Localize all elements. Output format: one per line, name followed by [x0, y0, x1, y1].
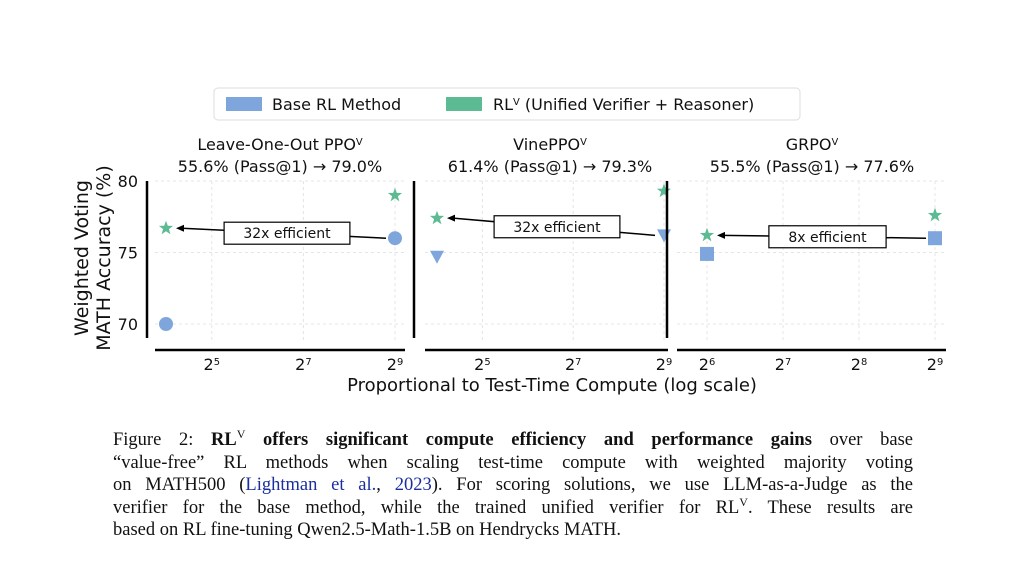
x-tick-label: 27 [295, 355, 312, 374]
y-tick-label: 70 [118, 315, 138, 334]
rlv-point-star [387, 187, 403, 202]
legend-swatch-base [226, 97, 262, 111]
citation-link[interactable]: Lightman et al. [245, 475, 377, 495]
efficiency-arrow-head [717, 231, 725, 239]
x-tick-label: 29 [656, 355, 673, 374]
x-axis-label: Proportional to Test-Time Compute (log s… [347, 375, 757, 396]
caption-text: , [376, 475, 395, 495]
caption-line: on MATH500 (Lightman et al., 2023). For … [113, 475, 913, 498]
caption-line: Figure 2: RLV offers significant compute… [113, 427, 913, 453]
y-tick-label: 80 [118, 172, 138, 191]
panel-subtitle: 61.4% (Pass@1) → 79.3% [448, 157, 652, 176]
caption-line: “value-free” RL methods when scaling tes… [113, 452, 913, 473]
x-tick-label: 29 [927, 355, 944, 374]
panel-title: VinePPOV [513, 135, 587, 154]
efficiency-arrow-head [176, 224, 184, 232]
figure-chart: Base RL Method RLV (Unified Verifier + Re… [71, 87, 946, 396]
y-axis-label-line: Weighted Voting [71, 180, 93, 336]
legend-label-rlv: RLV (Unified Verifier + Reasoner) [493, 95, 754, 114]
y-tick-label: 75 [118, 244, 138, 263]
y-axis-label-line: MATH Accuracy (%) [93, 165, 115, 351]
x-tick-label: 26 [699, 355, 716, 374]
base-point-circle [388, 231, 402, 246]
x-tick-label: 27 [565, 355, 582, 374]
base-point-circle [159, 317, 173, 331]
base-point-square [700, 246, 714, 261]
rlv-point-star [656, 183, 672, 198]
caption-sup: V [739, 494, 748, 509]
x-tick-label: 27 [775, 355, 792, 374]
efficiency-annotation-label: 8x efficient [788, 230, 867, 246]
efficiency-annotation-box [493, 215, 621, 239]
rlv-point-star [699, 227, 715, 242]
caption-line: based on RL fine-tuning Qwen2.5-Math-1.5… [113, 520, 621, 540]
caption-text: . These results are [747, 497, 913, 518]
panel-subtitle: 55.5% (Pass@1) → 77.6% [710, 157, 914, 176]
caption-bold: RL [211, 430, 237, 450]
figure-caption: Figure 2: RLV offers significant compute… [113, 427, 913, 543]
panel-title: Leave-One-Out PPOV [197, 135, 363, 154]
x-tick-label: 25 [474, 355, 491, 374]
efficiency-arrow-head [447, 214, 455, 222]
caption-text: on MATH500 ( [113, 475, 246, 495]
caption-line: verifier for the base method, while the … [113, 494, 913, 521]
citation-year-link[interactable]: 2023 [394, 475, 432, 495]
rlv-point-star [158, 220, 174, 235]
panel-title: GRPOV [786, 135, 839, 154]
base-point-square [928, 231, 942, 246]
legend-box [213, 87, 801, 121]
caption-bold: offers significant compute efficiency an… [245, 430, 812, 450]
legend-label-base: Base RL Method [272, 95, 401, 114]
efficiency-annotation-box [223, 221, 351, 245]
y-axis-label: Weighted Voting MATH Accuracy (%) [71, 165, 115, 351]
caption-text: ). For scoring solutions, we use LLM-as-… [431, 475, 913, 495]
x-tick-label: 29 [387, 355, 404, 374]
x-tick-label: 28 [851, 355, 868, 374]
caption-text: over base [811, 430, 913, 450]
panel-subtitle: 55.6% (Pass@1) → 79.0% [178, 157, 382, 176]
x-tick-label: 25 [204, 355, 221, 374]
efficiency-annotation-box [768, 225, 887, 249]
base-point-triangle [430, 250, 444, 264]
caption-text: verifier for the base method, while the … [113, 497, 740, 518]
efficiency-annotation-label: 32x efficient [243, 226, 331, 242]
legend-swatch-rlv [446, 97, 482, 111]
caption-label: Figure 2: [113, 430, 212, 450]
efficiency-annotation-label: 32x efficient [513, 220, 601, 236]
base-point-triangle [657, 229, 671, 243]
rlv-point-star [429, 210, 445, 225]
caption-sup: V [236, 427, 246, 441]
rlv-point-star [927, 207, 943, 222]
